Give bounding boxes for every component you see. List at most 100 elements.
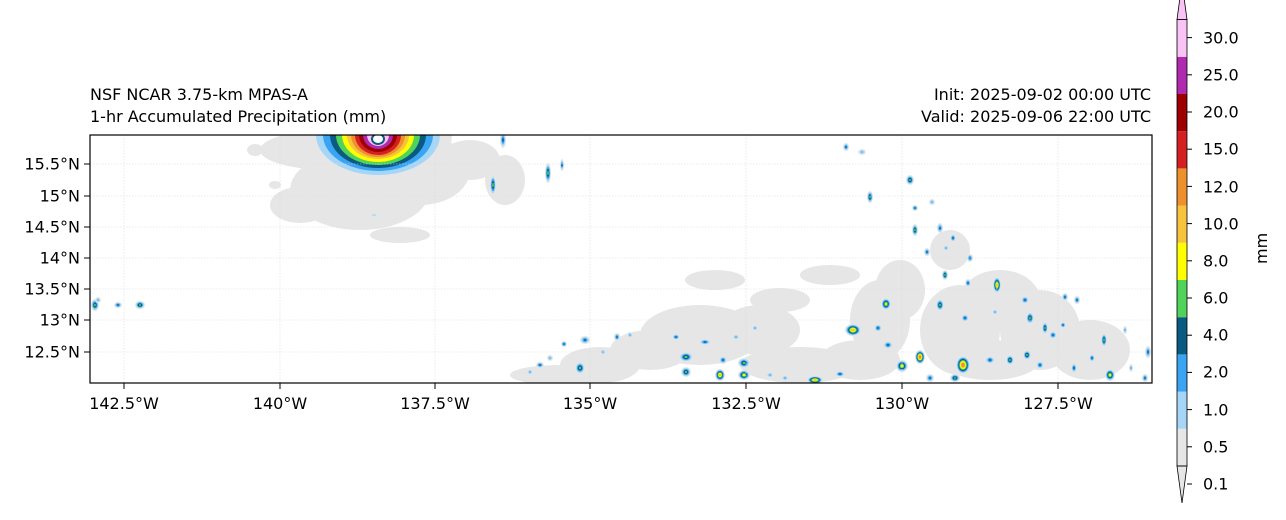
- precip-cell: [563, 343, 565, 345]
- precip-cell: [769, 374, 771, 376]
- precip-cell: [877, 327, 879, 329]
- precip-cell: [616, 336, 618, 338]
- colorbar-level-label: 2.0: [1203, 362, 1229, 382]
- precip-cell: [718, 373, 722, 377]
- colorbar-level-label: 25.0: [1203, 65, 1239, 85]
- lon-tick-label: 130°W: [874, 394, 930, 413]
- precip-cell: [549, 357, 551, 359]
- precip-cell: [492, 182, 494, 188]
- precip-field: [91, 135, 1151, 383]
- colorbar-level-label: 12.0: [1203, 177, 1239, 197]
- precip-cell: [529, 371, 531, 373]
- precip-stratiform-area: [270, 187, 330, 223]
- precip-cell: [547, 170, 549, 176]
- precip-cell: [703, 341, 707, 343]
- precip-cell: [1103, 338, 1105, 342]
- precip-cell: [964, 317, 966, 319]
- precip-cell: [561, 163, 563, 167]
- lon-tick-label: 140°W: [252, 394, 308, 413]
- precip-cell: [742, 373, 746, 377]
- lon-tick-label: 137.5°W: [400, 394, 470, 413]
- precip-cell: [1130, 367, 1132, 369]
- colorbar-level-label: 8.0: [1203, 251, 1229, 271]
- colorbar-segment: [1177, 168, 1187, 206]
- map-title-right: Init: 2025-09-02 00:00 UTC Valid: 2025-0…: [921, 84, 1151, 128]
- precip-cell: [1024, 299, 1026, 301]
- precip-cell: [684, 355, 688, 359]
- precip-cell: [914, 207, 916, 209]
- precip-cell: [539, 364, 541, 366]
- precip-cell: [931, 201, 933, 203]
- valid-time: Valid: 2025-09-06 22:00 UTC: [920, 107, 1151, 126]
- precip-cell: [754, 327, 756, 329]
- precip-cell: [1124, 329, 1126, 331]
- precip-cell: [1044, 326, 1046, 330]
- precip-stratiform-area: [269, 181, 281, 189]
- precip-cell: [838, 373, 842, 375]
- precip-cell: [583, 339, 587, 341]
- gridlines: [90, 135, 1152, 383]
- precip-cell: [722, 359, 724, 361]
- precip-cell: [884, 302, 888, 306]
- precip-cell: [914, 228, 916, 232]
- precip-cell: [784, 377, 786, 379]
- colorbar-segment: [1177, 19, 1187, 57]
- precip-cell: [845, 146, 847, 148]
- precip-cell: [502, 138, 504, 142]
- precip-cell: [918, 355, 922, 359]
- precip-cell: [117, 304, 119, 306]
- precip-cell: [1062, 324, 1064, 326]
- colorbar-segment: [1177, 354, 1187, 392]
- precip-cell: [1052, 334, 1054, 336]
- lat-tick-label: 13.5°N: [24, 279, 80, 299]
- precip-stratiform-area: [370, 227, 430, 243]
- colorbar-level-label: 4.0: [1203, 325, 1229, 345]
- lon-tick-label: 132.5°W: [711, 394, 781, 413]
- field-name: 1-hr Accumulated Precipitation (mm): [90, 107, 387, 126]
- precip-stratiform-area: [720, 305, 800, 355]
- colorbar: [1176, 0, 1192, 504]
- precip-cell: [939, 226, 941, 230]
- precip-stratiform-area: [440, 140, 500, 180]
- lat-tick-label: 12.5°N: [24, 342, 80, 362]
- precip-cell: [1144, 377, 1146, 379]
- cyclone-eye: [371, 135, 385, 145]
- precip-cell: [1026, 353, 1028, 357]
- colorbar-level-label: 30.0: [1203, 28, 1239, 48]
- precip-stratiform-area: [247, 144, 263, 156]
- precip-cell: [988, 359, 992, 361]
- precip-cell: [1009, 358, 1011, 362]
- precip-cell: [371, 214, 377, 216]
- precip-cell: [1029, 316, 1031, 320]
- init-time: Init: 2025-09-02 00:00 UTC: [933, 85, 1151, 104]
- precip-cell: [926, 251, 928, 253]
- colorbar-level-label: 10.0: [1203, 214, 1239, 234]
- precip-stratiform-area: [800, 265, 860, 285]
- map-frame: [89, 134, 1153, 384]
- colorbar-segment: [1177, 242, 1187, 280]
- precip-cell: [944, 273, 946, 277]
- lat-tick-label: 14.5°N: [24, 217, 80, 237]
- precip-cell: [945, 247, 947, 249]
- precip-cell: [684, 370, 688, 374]
- colorbar-extend-max: [1176, 0, 1188, 21]
- model-name: NSF NCAR 3.75-km MPAS-A: [90, 85, 308, 104]
- lat-tick-label: 15.5°N: [24, 154, 80, 174]
- precip-cell: [1091, 357, 1093, 359]
- precip-cell: [97, 299, 99, 301]
- precip-stratiform-area: [485, 155, 525, 205]
- colorbar-segment: [1177, 56, 1187, 94]
- precip-cell: [138, 304, 142, 306]
- precip-cell: [675, 336, 677, 338]
- precip-cell: [929, 377, 931, 379]
- precip-stratiform-area: [820, 340, 900, 380]
- colorbar-frame: [1176, 19, 1188, 467]
- precip-cell: [952, 237, 954, 239]
- lon-tick-label: 135°W: [562, 394, 618, 413]
- colorbar-level-label: 0.1: [1203, 474, 1229, 494]
- precip-cell: [851, 328, 855, 332]
- lat-tick-label: 15°N: [39, 186, 80, 206]
- lon-tick-label: 127.5°W: [1023, 394, 1093, 413]
- lat-tick-label: 14°N: [39, 248, 80, 268]
